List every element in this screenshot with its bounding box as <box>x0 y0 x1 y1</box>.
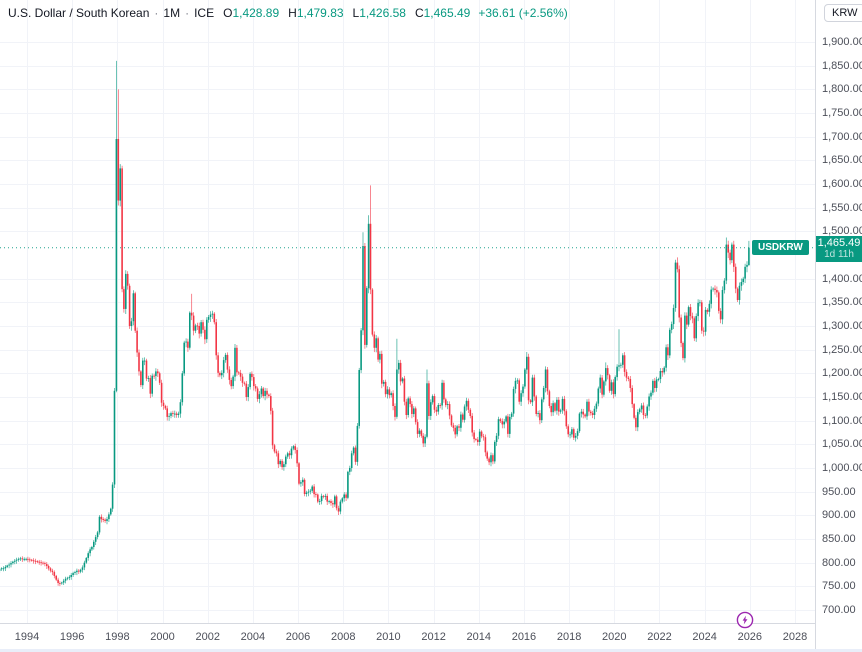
year-tick-label: 2002 <box>195 631 220 643</box>
year-tick-label: 2024 <box>692 631 717 643</box>
time-axis[interactable]: 1994 1996 1998 2000 2002 2004 2006 2008 2010 2012… <box>0 623 862 650</box>
low-value-group: L1,426.58 <box>352 6 406 20</box>
price-tick-label: 1,850.00 <box>822 59 862 72</box>
price-tick-label: 1,000.00 <box>822 462 862 474</box>
alert-lightning-icon[interactable] <box>736 611 754 629</box>
price-tick-label: 900.00 <box>822 509 856 522</box>
current-price-badge: 1,465.49 1d 11h <box>816 235 862 262</box>
year-tick-label: 2020 <box>602 631 627 643</box>
close-value-group: C1,465.49 <box>414 6 471 20</box>
price-tick-label: 1,750.00 <box>822 107 862 119</box>
year-tick-label: 1994 <box>14 631 40 643</box>
price-tick-label: 1,250.00 <box>822 343 862 356</box>
current-price-symbol-chip: USDKRW <box>752 240 809 256</box>
interval-label[interactable]: 1M <box>163 6 181 20</box>
price-tick-label: 1,700.00 <box>822 130 862 143</box>
separator-dot: · <box>154 6 159 20</box>
currency-toggle-button[interactable]: KRW <box>824 4 862 22</box>
current-price-value: 1,465.49 <box>817 236 861 249</box>
price-tick-label: 1,350.00 <box>822 296 862 309</box>
year-tick-label: 1998 <box>105 631 130 643</box>
price-tick-label: 1,550.00 <box>822 201 862 214</box>
price-tick-label: 1,050.00 <box>822 438 862 451</box>
price-tick-label: 1,650.00 <box>822 154 862 167</box>
price-tick-label: 700.00 <box>822 604 856 616</box>
year-tick-label: 2010 <box>376 631 401 643</box>
high-value-group: H1,479.83 <box>288 6 344 20</box>
chart-plot-area[interactable]: USDKRW <box>0 0 815 629</box>
year-tick-label: 2008 <box>330 631 356 643</box>
year-tick-label: 2006 <box>285 631 311 643</box>
price-tick-label: 1,800.00 <box>822 83 862 96</box>
symbol-title[interactable]: U.S. Dollar / South Korean <box>8 6 150 20</box>
price-tick-label: 1,100.00 <box>822 414 862 427</box>
separator-dot: · <box>185 6 190 20</box>
price-tick-label: 1,600.00 <box>822 178 862 190</box>
price-tick-label: 1,400.00 <box>822 272 862 285</box>
year-tick-label: 2000 <box>150 631 175 643</box>
open-value-group: O1,428.89 <box>223 6 280 20</box>
price-tick-label: 850.00 <box>822 533 856 545</box>
price-axis[interactable]: KRW 1,465.49 1d 11h 1,900.00 1,850.00 1,80… <box>815 0 862 652</box>
price-tick-label: 1,200.00 <box>822 367 862 380</box>
close-value: 1,465.49 <box>423 6 471 20</box>
year-tick-label: 2016 <box>511 631 537 643</box>
price-tick-label: 1,500.00 <box>822 225 862 238</box>
price-tick-label: 1,150.00 <box>822 391 862 403</box>
change-value: +36.61 (+2.56%) <box>478 6 568 20</box>
high-value: 1,479.83 <box>296 6 344 20</box>
year-tick-label: 2014 <box>466 631 491 643</box>
price-tick-label: 1,900.00 <box>822 36 862 48</box>
year-tick-label: 1996 <box>59 631 85 643</box>
year-tick-label: 2026 <box>737 631 763 643</box>
year-tick-label: 2018 <box>556 631 582 643</box>
low-value: 1,426.58 <box>359 6 406 20</box>
open-value: 1,428.89 <box>232 6 280 20</box>
bar-countdown: 1d 11h <box>824 248 854 260</box>
symbol-header: U.S. Dollar / South Korean · 1M · ICE O1… <box>8 6 568 20</box>
window-bottom-edge <box>0 649 862 652</box>
year-tick-label: 2028 <box>782 631 808 643</box>
year-tick-label: 2012 <box>421 631 446 643</box>
price-tick-label: 750.00 <box>822 580 856 593</box>
year-tick-label: 2022 <box>647 631 672 643</box>
price-tick-label: 800.00 <box>822 556 856 569</box>
year-tick-label: 2004 <box>240 631 266 643</box>
price-tick-label: 950.00 <box>822 485 856 498</box>
price-tick-label: 1,300.00 <box>822 320 862 332</box>
exchange-label: ICE <box>194 6 215 20</box>
